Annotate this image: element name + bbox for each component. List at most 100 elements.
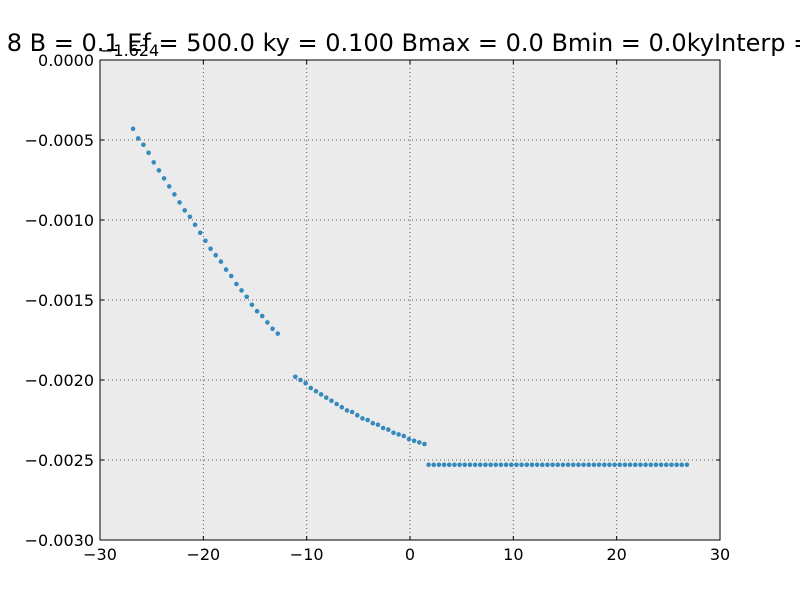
data-point [239,288,244,293]
data-point [643,462,648,468]
y-axis-offset-label: −1.624 [100,41,159,60]
data-point [663,462,669,468]
x-axis-ticks: −30 −20 −10 0 10 20 30 [83,60,730,564]
data-point [524,462,530,468]
data-point [514,462,519,468]
data-point [488,462,493,468]
data-point [607,462,612,468]
data-point [519,462,524,468]
data-point [472,462,478,468]
data-point [426,462,431,468]
data-point [130,126,136,132]
y-tick-label: −0.0020 [25,371,94,390]
data-point [344,408,350,413]
data-point [529,462,535,468]
data-point [457,462,462,468]
data-point [218,259,224,264]
data-point [617,462,623,468]
data-point [370,420,376,426]
data-point [265,320,270,325]
data-point [411,438,417,444]
data-point [177,200,182,205]
y-axis-ticks: 0.0000 −0.0005 −0.0010 −0.0015 −0.0020 −0.002… [25,51,720,550]
x-tick-label: −20 [186,545,220,564]
data-point [318,392,324,397]
data-point [417,440,422,445]
data-point [534,462,540,468]
data-point [503,462,509,468]
data-point [386,427,391,432]
data-point [275,331,281,336]
data-point [477,462,483,468]
data-point [550,462,555,468]
data-point [576,462,581,468]
data-point [208,246,213,252]
data-point [349,409,355,415]
x-tick-label: −10 [290,545,324,564]
data-point [601,462,607,468]
data-point [192,222,198,228]
data-point [565,462,571,468]
data-point [648,462,654,468]
x-tick-label: 30 [710,545,730,564]
data-point [396,432,401,437]
data-point [156,168,162,173]
data-point [570,462,576,468]
data-point [329,398,334,404]
data-point [244,294,250,300]
y-tick-label: −0.0005 [25,131,94,150]
chart-title: 8 B = 0.1 Ef = 500.0 ky = 0.100 Bmax = 0… [7,29,800,57]
data-point [172,192,177,197]
data-point [259,313,265,319]
data-point [228,273,234,279]
data-point [586,462,592,468]
data-point [493,462,499,468]
data-point [446,462,452,468]
data-point [679,462,685,468]
data-point [508,462,514,468]
data-point [223,267,229,272]
data-point [141,142,146,148]
data-point [298,377,303,383]
data-point [627,462,633,468]
data-point [622,462,628,468]
data-point [391,430,396,436]
data-point [653,462,659,468]
data-point [462,462,468,468]
data-point [436,462,442,468]
data-point [431,462,437,468]
data-point [545,462,550,468]
data-point [197,230,203,236]
data-point [334,401,339,407]
data-point [452,462,457,468]
data-point [166,184,172,189]
y-tick-label: −0.0025 [25,451,94,470]
x-tick-label: 0 [405,545,415,564]
data-point [674,462,679,468]
data-point [658,462,664,468]
data-point [187,214,193,220]
y-tick-label: 0.0000 [38,51,94,70]
data-point [270,326,275,332]
data-point [483,462,488,468]
data-point [669,462,674,468]
data-point [308,385,314,391]
data-point [203,238,208,244]
data-point [146,150,151,156]
data-point [555,462,561,468]
data-point [591,462,597,468]
data-point [498,462,504,468]
data-points [130,126,690,468]
data-point [254,308,260,314]
data-point [375,422,381,428]
data-point [161,176,167,181]
data-point [632,462,638,468]
x-tick-label: 20 [606,545,626,564]
data-point [303,380,308,386]
data-point [213,252,219,258]
data-point [234,281,239,287]
data-point [355,412,360,418]
x-tick-label: 10 [503,545,523,564]
data-point [467,462,473,468]
